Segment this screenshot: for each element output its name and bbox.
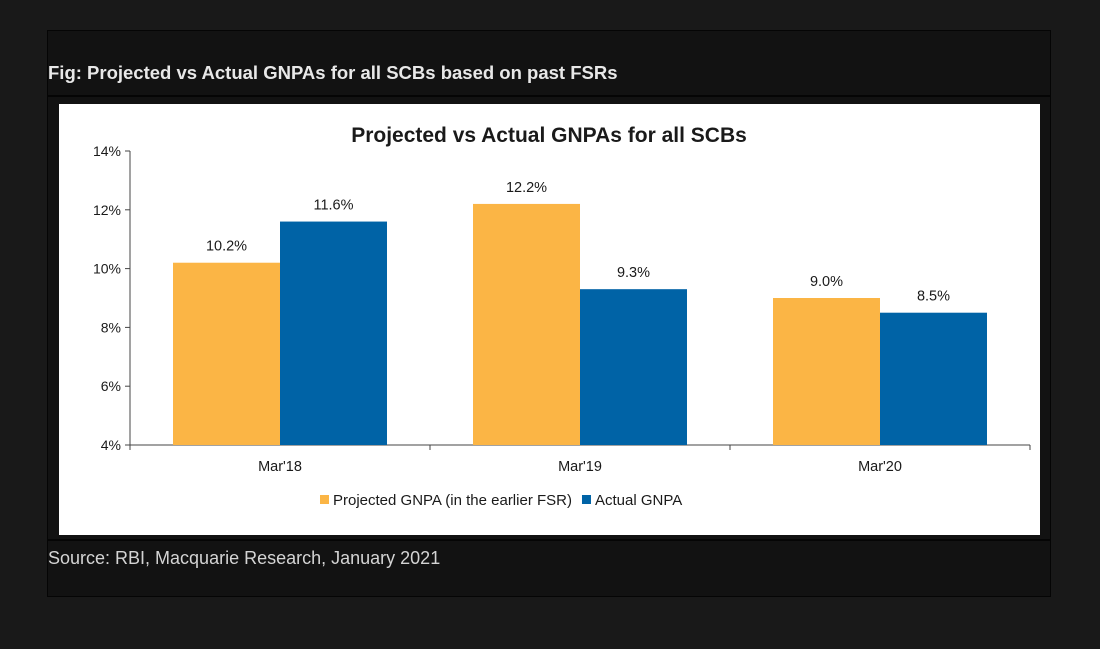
bar [880,312,987,445]
data-label: 12.2% [506,180,547,196]
y-tick-label: 6% [101,378,121,394]
legend-swatch [320,495,329,504]
data-label: 9.0% [810,274,843,290]
bar [280,221,387,445]
y-tick-label: 14% [93,143,121,159]
x-tick-label: Mar'20 [858,459,902,475]
chart-panel: Projected vs Actual GNPAs for all SCBs 4… [59,104,1040,535]
bar [580,289,687,445]
legend-label: Projected GNPA (in the earlier FSR) [333,492,572,509]
data-label: 11.6% [313,198,353,214]
y-tick-label: 4% [101,437,121,453]
figure-source: Source: RBI, Macquarie Research, January… [48,548,441,568]
bar [173,262,280,445]
data-label: 10.2% [206,239,247,255]
legend-label: Actual GNPA [595,492,682,509]
caption-divider [48,95,1051,97]
bar-chart: Projected vs Actual GNPAs for all SCBs 4… [93,124,1031,509]
figure-caption: Fig: Projected vs Actual GNPAs for all S… [48,62,618,83]
x-tick-label: Mar'19 [558,459,602,475]
bar [473,203,580,445]
y-tick-label: 10% [93,261,121,277]
legend-swatch [581,495,591,504]
data-label: 9.3% [617,265,650,281]
source-divider [48,539,1051,541]
chart-title: Projected vs Actual GNPAs for all SCBs [351,124,747,147]
data-label: 8.5% [917,289,950,305]
y-tick-label: 12% [93,202,121,218]
y-tick-label: 8% [101,319,121,335]
bar [773,298,880,445]
x-tick-label: Mar'18 [258,459,302,475]
